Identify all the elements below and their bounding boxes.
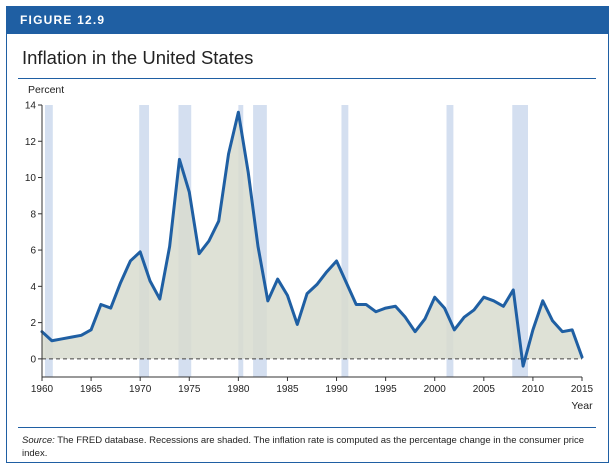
title-divider	[18, 78, 596, 79]
axes: 0 2 4 6 8 10 12 14 1960 1965 1970 1975 1980 1985 1990 1…	[25, 101, 594, 396]
x-tick-label: 2010	[522, 384, 545, 395]
figure-label: FIGURE 12.9	[20, 13, 106, 27]
footer-divider	[18, 427, 596, 428]
x-tick-label: 2000	[424, 384, 447, 395]
x-tick-label: 1980	[227, 384, 250, 395]
x-tick-label: 1985	[276, 384, 299, 395]
y-tick-label: 10	[25, 173, 37, 184]
x-tick-label: 1975	[178, 384, 201, 395]
y-tick-label: 0	[30, 354, 36, 365]
series-area	[42, 112, 582, 367]
recession-band	[139, 105, 150, 377]
source-label: Source:	[22, 435, 55, 446]
y-tick-label: 4	[30, 282, 36, 293]
figure-frame: FIGURE 12.9 Inflation in the United Stat…	[6, 6, 609, 463]
y-tick-label: 6	[30, 246, 36, 257]
source-note: Source: The FRED database. Recessions ar…	[22, 434, 592, 460]
y-tick-label: 14	[25, 101, 37, 112]
x-tick-label: 1995	[375, 384, 398, 395]
y-tick-label: 12	[25, 137, 37, 148]
source-text: The FRED database. Recessions are shaded…	[22, 435, 585, 459]
x-tick-label: 1960	[31, 384, 54, 395]
x-tick-label: 1990	[325, 384, 348, 395]
x-tick-label: 1970	[129, 384, 152, 395]
x-axis-label: Year	[571, 400, 593, 412]
x-tick-label: 2015	[571, 384, 594, 395]
series-line-layer	[40, 110, 584, 368]
recession-band	[44, 105, 53, 377]
y-axis-label: Percent	[28, 84, 64, 96]
area-layer	[42, 112, 582, 367]
x-tick-label: 1965	[80, 384, 103, 395]
x-tick-label: 2005	[473, 384, 496, 395]
recession-band	[446, 105, 454, 377]
recession-band	[341, 105, 349, 377]
y-tick-label: 2	[30, 318, 36, 329]
chart-title: Inflation in the United States	[22, 47, 254, 68]
inflation-series-line	[40, 110, 584, 368]
figure-header-bar: FIGURE 12.9	[7, 7, 608, 34]
y-tick-label: 8	[30, 209, 36, 220]
